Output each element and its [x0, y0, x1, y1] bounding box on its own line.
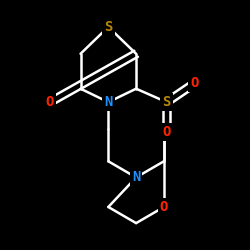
Text: O: O [190, 76, 199, 90]
Text: N: N [104, 95, 112, 109]
Text: N: N [132, 170, 140, 184]
Text: O: O [46, 95, 54, 109]
Text: O: O [160, 200, 168, 214]
Text: S: S [104, 20, 112, 34]
Text: O: O [162, 125, 171, 139]
Text: S: S [162, 95, 171, 109]
